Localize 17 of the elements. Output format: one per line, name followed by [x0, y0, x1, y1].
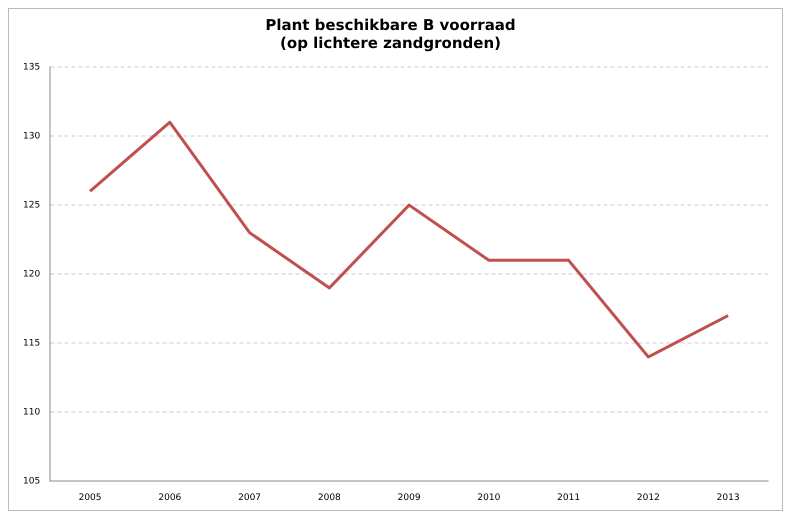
y-tick-label: 105	[22, 476, 40, 487]
x-tick-label: 2011	[557, 492, 580, 503]
x-tick-label: 2013	[716, 492, 740, 503]
y-tick-label: 125	[22, 200, 40, 210]
x-tick-label: 2006	[158, 492, 182, 503]
chart-title: Plant beschikbare B voorraad (op lichtere zandgronden)	[265, 16, 516, 52]
x-tick-label: 2005	[78, 492, 102, 503]
y-tick-label: 115	[22, 338, 40, 348]
y-tick-label: 135	[22, 62, 40, 72]
y-tick-label: 110	[22, 408, 40, 418]
x-tick-label: 2012	[636, 492, 660, 503]
x-tick-label: 2008	[318, 492, 342, 503]
y-tick-label: 120	[22, 269, 40, 280]
x-tick-label: 2009	[398, 492, 421, 503]
x-tick-label: 2010	[477, 492, 501, 503]
x-tick-label: 2007	[238, 492, 262, 503]
y-tick-label: 130	[22, 131, 40, 142]
